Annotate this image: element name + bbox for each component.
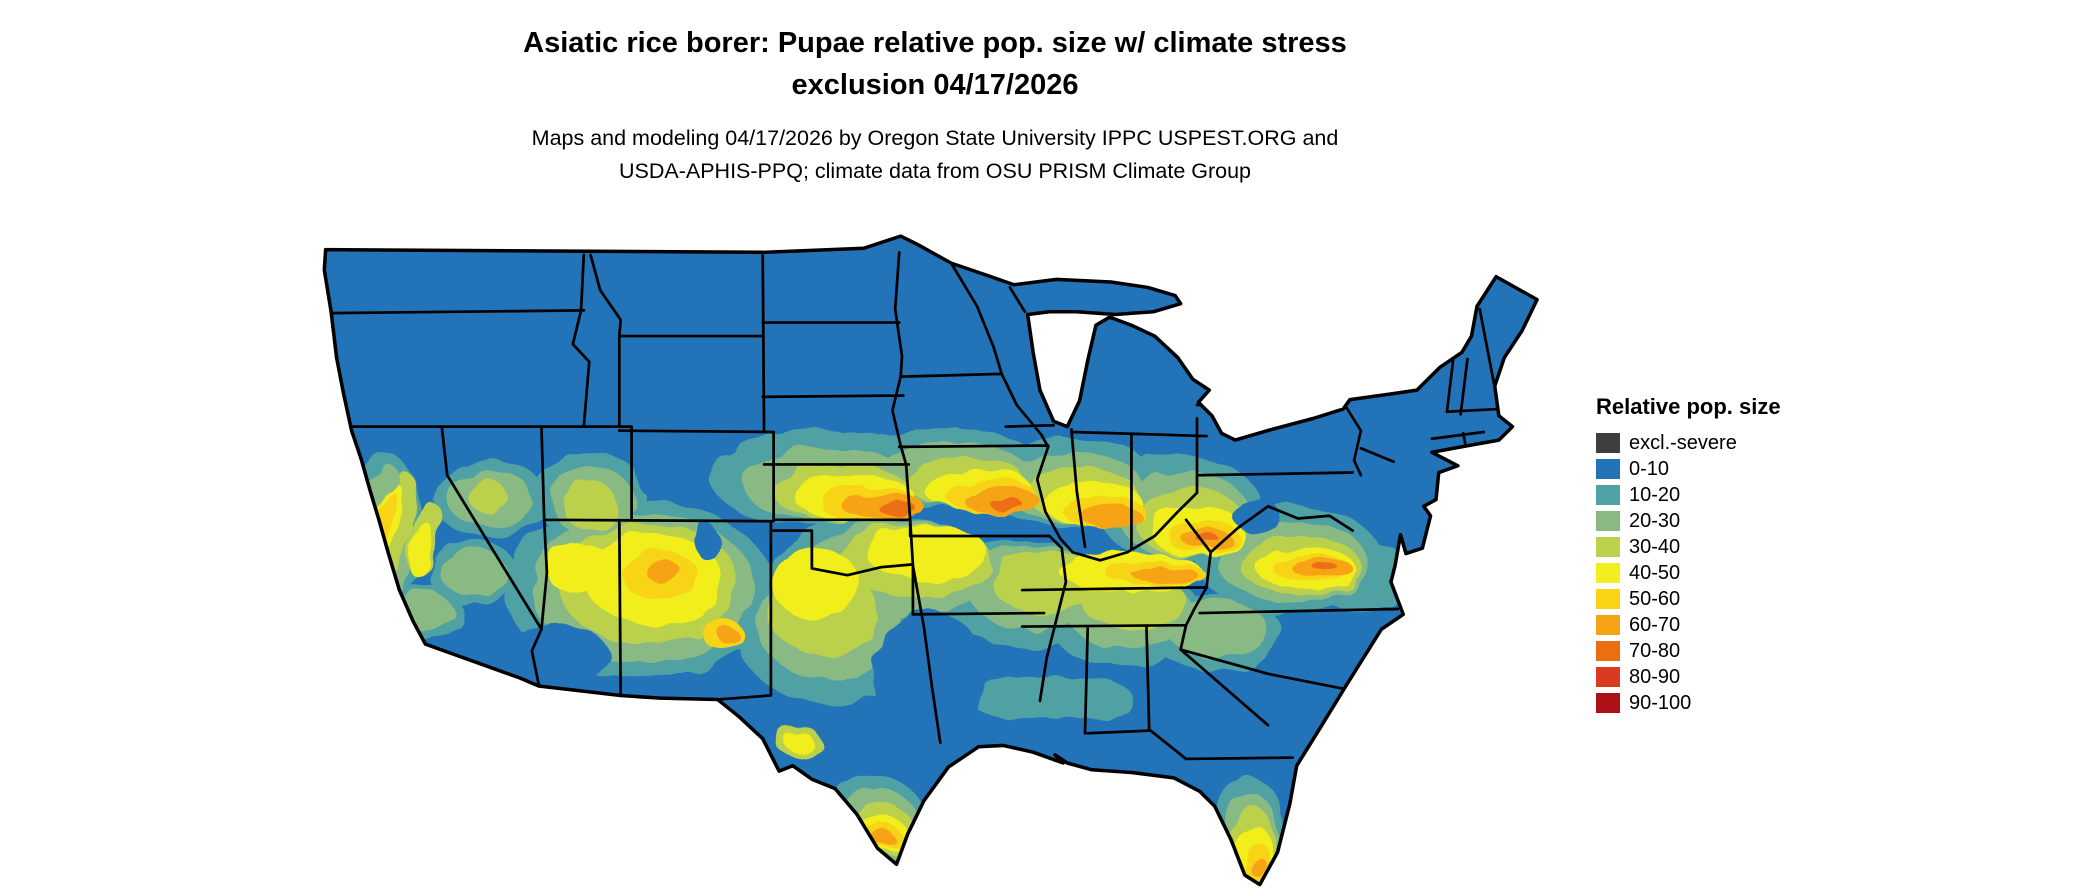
raster-layer-70-80 xyxy=(877,498,1338,572)
legend-swatch-20-30 xyxy=(1596,511,1620,531)
legend-item: 0-10 xyxy=(1596,456,1781,482)
legend-item: 20-30 xyxy=(1596,508,1781,534)
us-map-svg xyxy=(322,234,1539,887)
legend-item-label: 60-70 xyxy=(1629,613,1681,636)
map-subtitle-line1: Maps and modeling 04/17/2026 by Oregon S… xyxy=(531,126,1339,150)
legend-swatch-80-90 xyxy=(1596,667,1620,687)
legend: Relative pop. size excl.-severe 0-10 10-… xyxy=(1596,394,1781,716)
legend-item: 50-60 xyxy=(1596,586,1781,612)
legend-swatch-40-50 xyxy=(1596,563,1620,583)
legend-swatch-50-60 xyxy=(1596,589,1620,609)
legend-title: Relative pop. size xyxy=(1596,394,1781,419)
legend-item: 70-80 xyxy=(1596,638,1781,664)
legend-item-label: excl.-severe xyxy=(1629,431,1737,454)
legend-item-label: 50-60 xyxy=(1629,587,1681,610)
legend-item: 10-20 xyxy=(1596,482,1781,508)
legend-swatch-30-40 xyxy=(1596,537,1620,557)
map-title-line1: Asiatic rice borer: Pupae relative pop. … xyxy=(523,27,1347,59)
legend-item-label: 0-10 xyxy=(1629,457,1670,480)
map-title: Asiatic rice borer: Pupae relative pop. … xyxy=(0,22,1870,106)
legend-item: 40-50 xyxy=(1596,560,1781,586)
legend-item-label: 10-20 xyxy=(1629,483,1681,506)
state-borders xyxy=(328,250,1499,761)
map-title-line2: exclusion 04/17/2026 xyxy=(791,69,1079,102)
legend-swatch-60-70 xyxy=(1596,615,1620,635)
legend-swatch-10-20 xyxy=(1596,485,1620,505)
map-subtitle-line2: USDA-APHIS-PPQ; climate data from OSU PR… xyxy=(618,159,1252,184)
legend-item-label: 90-100 xyxy=(1629,691,1692,714)
legend-swatch-70-80 xyxy=(1596,641,1620,661)
map-subtitle: Maps and modeling 04/17/2026 by Oregon S… xyxy=(0,122,1870,189)
legend-item-label: 30-40 xyxy=(1629,535,1681,558)
legend-item: 60-70 xyxy=(1596,612,1781,638)
legend-swatch-excl-severe xyxy=(1596,433,1620,453)
legend-item-label: 20-30 xyxy=(1629,509,1681,532)
legend-item-label: 40-50 xyxy=(1629,561,1681,584)
legend-item: excl.-severe xyxy=(1596,430,1781,456)
us-map xyxy=(312,228,1548,890)
legend-swatch-90-100 xyxy=(1596,693,1620,713)
us-outline xyxy=(322,234,1539,887)
legend-item: 90-100 xyxy=(1596,690,1781,716)
legend-item-label: 70-80 xyxy=(1629,639,1681,662)
legend-item: 80-90 xyxy=(1596,664,1781,690)
legend-item: 30-40 xyxy=(1596,534,1781,560)
legend-item-label: 80-90 xyxy=(1629,665,1681,688)
legend-swatch-0-10 xyxy=(1596,459,1620,479)
